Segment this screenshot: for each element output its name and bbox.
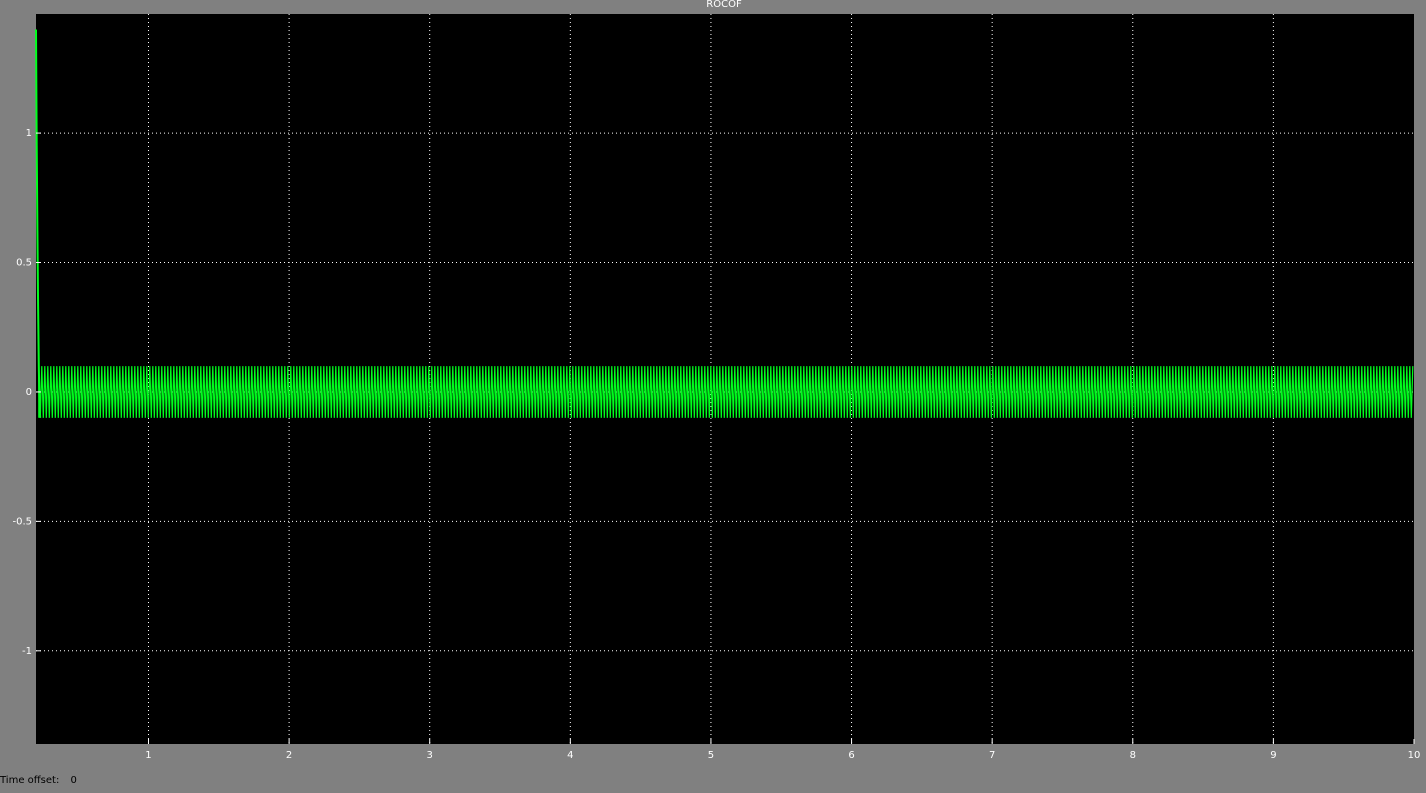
x-tick-label: 5 <box>708 750 714 761</box>
x-tick-label: 8 <box>1130 750 1136 761</box>
x-tick-label: 1 <box>145 750 151 761</box>
x-tick-label: 10 <box>1408 750 1421 761</box>
y-tick-label: -1 <box>22 646 32 657</box>
x-tick-label: 7 <box>989 750 995 761</box>
x-tick-label: 3 <box>427 750 433 761</box>
chart-title: ROCOF <box>706 0 742 10</box>
x-tick-label: 2 <box>286 750 292 761</box>
y-tick-label: 1 <box>26 128 32 139</box>
y-tick-label: 0 <box>26 387 32 398</box>
x-tick-label: 9 <box>1270 750 1276 761</box>
time-offset-label: Time offset: <box>0 775 60 786</box>
x-tick-label: 4 <box>567 750 573 761</box>
signal-trace <box>35 29 1414 418</box>
time-offset-value: 0 <box>70 775 77 786</box>
y-tick-label: 0.5 <box>16 258 32 269</box>
x-axis-ticks: 1 2 3 4 5 6 7 8 9 10 <box>145 739 1420 761</box>
y-axis-ticks: 1 0.5 0 -0.5 -1 <box>12 128 41 657</box>
status-bar: Time offset: 0 <box>0 775 77 791</box>
oscillation-band <box>38 366 1414 418</box>
y-tick-label: -0.5 <box>12 516 32 527</box>
x-tick-label: 6 <box>848 750 854 761</box>
